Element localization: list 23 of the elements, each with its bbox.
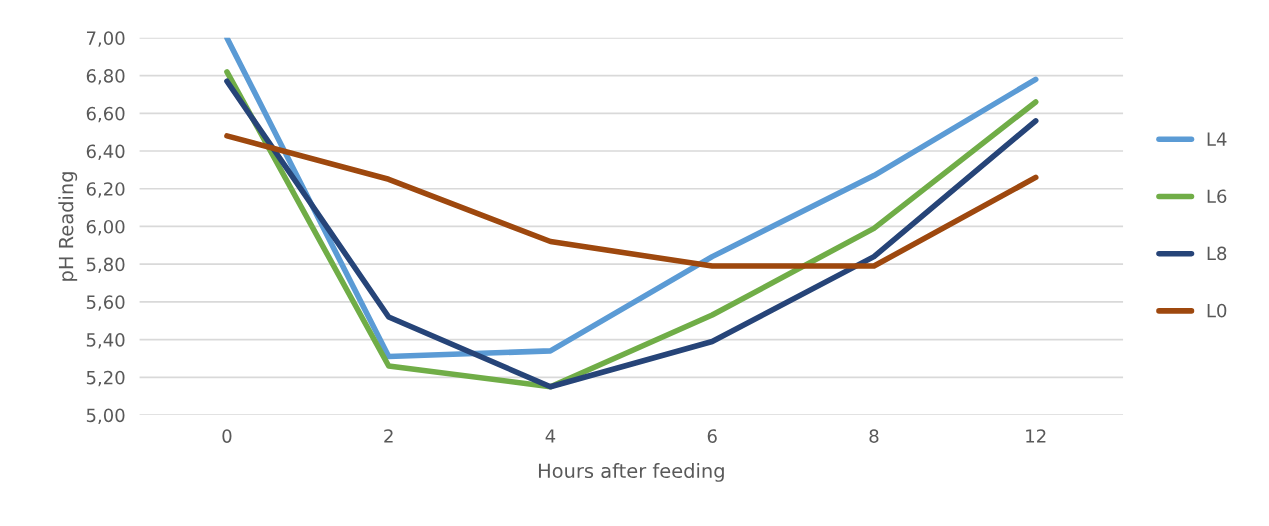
x-tick-label: 8 <box>869 429 879 443</box>
y-axis-title: pH Reading <box>58 172 78 281</box>
legend-label: L8 <box>1207 246 1227 261</box>
x-tick-label: 4 <box>545 429 556 443</box>
x-tick-label: 0 <box>222 429 232 443</box>
x-axis-title: Hours after feeding <box>538 463 724 482</box>
y-tick-label: 5,40 <box>86 333 125 349</box>
x-tick-label: 6 <box>707 429 717 443</box>
y-tick-label: 5,20 <box>86 370 125 387</box>
y-tick-label: 6,80 <box>86 69 125 85</box>
y-tick-label: 5,80 <box>86 257 125 274</box>
legend-label: L6 <box>1207 189 1227 204</box>
y-tick-label: 5,60 <box>86 295 125 311</box>
legend-label: L4 <box>1207 132 1227 146</box>
x-tick-label: 2 <box>384 429 393 443</box>
y-tick-label: 6,00 <box>86 219 125 236</box>
y-tick-label: 6,60 <box>86 106 125 123</box>
legend-label: L0 <box>1207 303 1227 318</box>
y-tick-label: 6,20 <box>86 182 125 198</box>
y-tick-label: 6,40 <box>86 144 125 160</box>
y-tick-label: 5,00 <box>86 408 125 424</box>
y-tick-label: 7,00 <box>86 31 125 47</box>
x-tick-label: 12 <box>1026 429 1046 443</box>
